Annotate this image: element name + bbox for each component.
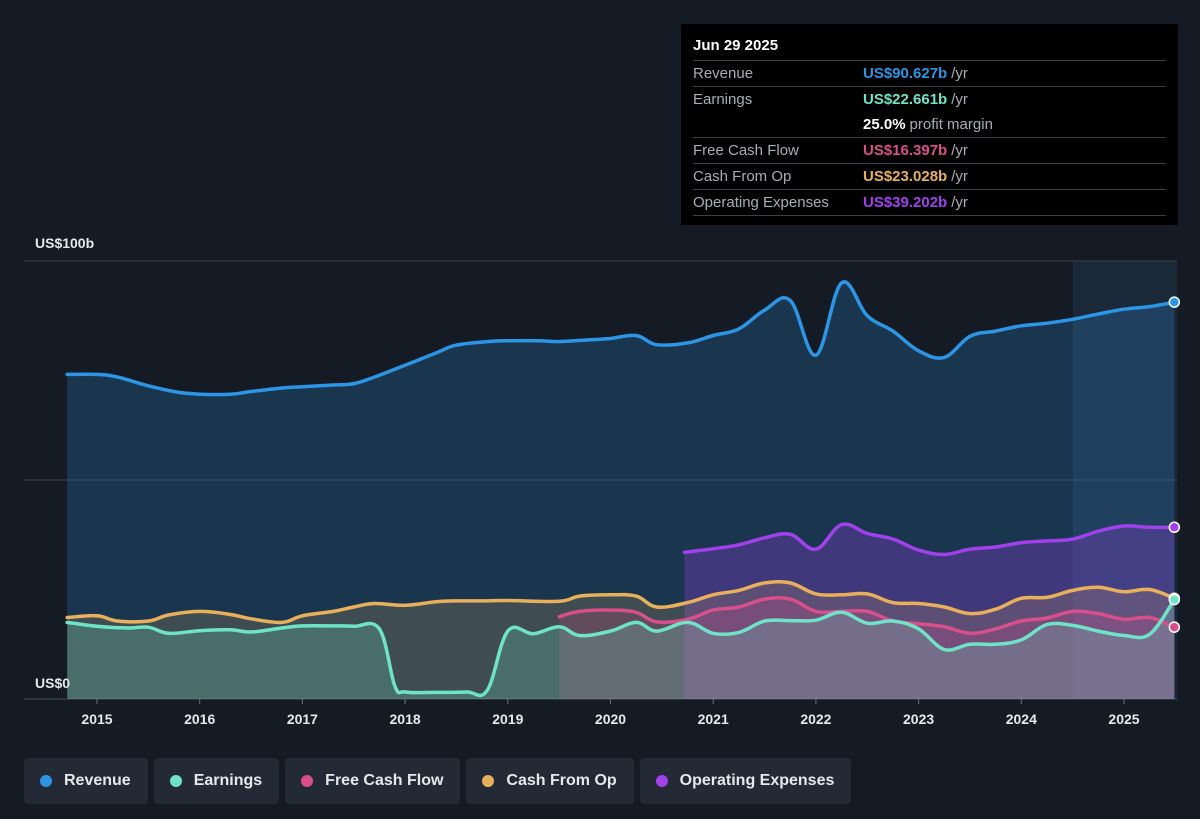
revenue-end-marker bbox=[1168, 296, 1181, 308]
y-axis-top-label: US$100b bbox=[35, 235, 94, 251]
x-tick-label: 2023 bbox=[903, 711, 934, 727]
legend-dot-icon bbox=[655, 775, 668, 787]
tooltip-value: US$39.202b bbox=[863, 194, 948, 211]
tooltip-unit: /yr bbox=[951, 168, 968, 185]
operating-expenses-line bbox=[682, 522, 1177, 557]
legend-item-revenue[interactable]: Revenue bbox=[24, 758, 148, 804]
tooltip-panel: Jun 29 2025 Revenue US$90.627b /yr Earni… bbox=[681, 24, 1178, 225]
tooltip-row-profit-margin: 25.0% profit margin bbox=[693, 112, 1166, 137]
earnings-area bbox=[67, 599, 1175, 699]
tooltip-row-operating-expenses: Operating Expenses US$39.202b /yr bbox=[693, 189, 1166, 216]
tooltip-label: Cash From Op bbox=[693, 168, 792, 185]
x-tick-label: 2015 bbox=[81, 711, 112, 727]
tooltip-value: US$90.627b bbox=[863, 65, 948, 82]
free-cash-flow-line bbox=[557, 596, 1177, 636]
legend-label: Free Cash Flow bbox=[325, 772, 444, 789]
legend-dot-icon bbox=[301, 775, 314, 787]
legend-dot-icon bbox=[482, 775, 495, 787]
x-tick-label: 2025 bbox=[1108, 711, 1139, 727]
tooltip-row-cash-from-op: Cash From Op US$23.028b /yr bbox=[693, 163, 1166, 189]
revenue-line bbox=[65, 280, 1177, 397]
x-tick-label: 2022 bbox=[800, 711, 831, 727]
legend-dot-icon bbox=[169, 775, 182, 787]
legend-label: Cash From Op bbox=[506, 772, 617, 789]
legend-label: Earnings bbox=[193, 772, 263, 789]
series-fills bbox=[67, 281, 1175, 699]
tooltip-row-revenue: Revenue US$90.627b /yr bbox=[693, 60, 1166, 86]
tooltip-label: Revenue bbox=[693, 65, 754, 82]
x-tick-label: 2016 bbox=[184, 711, 215, 727]
x-tick-label: 2024 bbox=[1006, 711, 1037, 727]
legend-item-cash-from-op[interactable]: Cash From Op bbox=[466, 758, 634, 804]
tooltip-label: Earnings bbox=[693, 91, 753, 108]
x-axis-ticks: 2015 2016 2017 2018 2019 2020 2021 2022 2023 2024… bbox=[81, 699, 1140, 727]
tooltip-unit: /yr bbox=[951, 142, 968, 159]
y-axis-bottom-label: US$0 bbox=[35, 675, 70, 691]
tooltip-unit: /yr bbox=[951, 194, 968, 211]
x-tick-label: 2020 bbox=[595, 711, 626, 727]
gridlines bbox=[24, 260, 1177, 700]
tooltip-unit: /yr bbox=[951, 91, 968, 108]
legend-label: Revenue bbox=[64, 772, 131, 789]
tooltip-value: US$23.028b bbox=[863, 168, 948, 185]
free-cash-flow-end-marker bbox=[1168, 621, 1181, 633]
legend-label: Operating Expenses bbox=[679, 772, 835, 789]
x-tick-label: 2018 bbox=[390, 711, 421, 727]
earnings-end-marker bbox=[1168, 593, 1181, 606]
tooltip-date: Jun 29 2025 bbox=[693, 37, 779, 54]
tooltip-value: 25.0% bbox=[863, 116, 906, 133]
operating-expenses-area bbox=[684, 524, 1175, 699]
x-tick-label: 2021 bbox=[698, 711, 729, 727]
series-end-markers bbox=[1168, 296, 1181, 633]
operating-expenses-end-marker bbox=[1168, 521, 1181, 534]
cash-from-op-line bbox=[65, 579, 1177, 625]
legend-item-earnings[interactable]: Earnings bbox=[153, 758, 280, 804]
tooltip-value: US$16.397b bbox=[863, 142, 948, 159]
x-tick-label: 2017 bbox=[287, 711, 318, 727]
earnings-line bbox=[65, 597, 1177, 698]
tooltip-row-free-cash-flow: Free Cash Flow US$16.397b /yr bbox=[693, 137, 1166, 163]
legend-dot-icon bbox=[40, 775, 52, 787]
series-lines bbox=[65, 280, 1177, 698]
tooltip-unit: /yr bbox=[951, 65, 968, 82]
x-tick-label: 2019 bbox=[492, 711, 523, 727]
legend: Revenue Earnings Free Cash Flow Cash Fro… bbox=[24, 758, 852, 804]
tooltip-value: US$22.661b bbox=[863, 91, 948, 108]
tooltip-label: Free Cash Flow bbox=[693, 142, 799, 159]
legend-item-free-cash-flow[interactable]: Free Cash Flow bbox=[285, 758, 461, 804]
legend-item-operating-expenses[interactable]: Operating Expenses bbox=[639, 758, 852, 804]
cash-from-op-area bbox=[67, 581, 1175, 699]
tooltip-row-earnings: Earnings US$22.661b /yr bbox=[693, 86, 1166, 112]
tooltip-unit: profit margin bbox=[909, 116, 993, 133]
free-cash-flow-area bbox=[559, 597, 1175, 699]
tooltip-label: Operating Expenses bbox=[693, 194, 829, 211]
